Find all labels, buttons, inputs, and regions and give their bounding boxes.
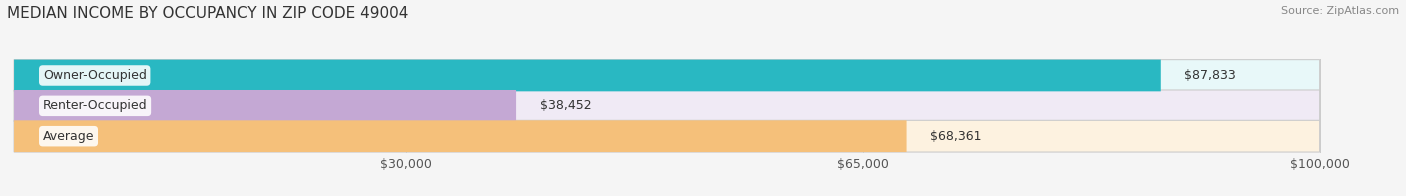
Text: Average: Average: [42, 130, 94, 143]
FancyBboxPatch shape: [14, 90, 1320, 122]
FancyBboxPatch shape: [14, 60, 1161, 91]
FancyBboxPatch shape: [14, 120, 907, 152]
Text: $68,361: $68,361: [929, 130, 981, 143]
Text: MEDIAN INCOME BY OCCUPANCY IN ZIP CODE 49004: MEDIAN INCOME BY OCCUPANCY IN ZIP CODE 4…: [7, 6, 408, 21]
Text: Source: ZipAtlas.com: Source: ZipAtlas.com: [1281, 6, 1399, 16]
Text: Renter-Occupied: Renter-Occupied: [42, 99, 148, 112]
FancyBboxPatch shape: [14, 120, 1320, 152]
FancyBboxPatch shape: [14, 60, 1320, 91]
Text: $87,833: $87,833: [1184, 69, 1236, 82]
FancyBboxPatch shape: [14, 90, 516, 122]
Text: $38,452: $38,452: [540, 99, 591, 112]
Text: Owner-Occupied: Owner-Occupied: [42, 69, 146, 82]
